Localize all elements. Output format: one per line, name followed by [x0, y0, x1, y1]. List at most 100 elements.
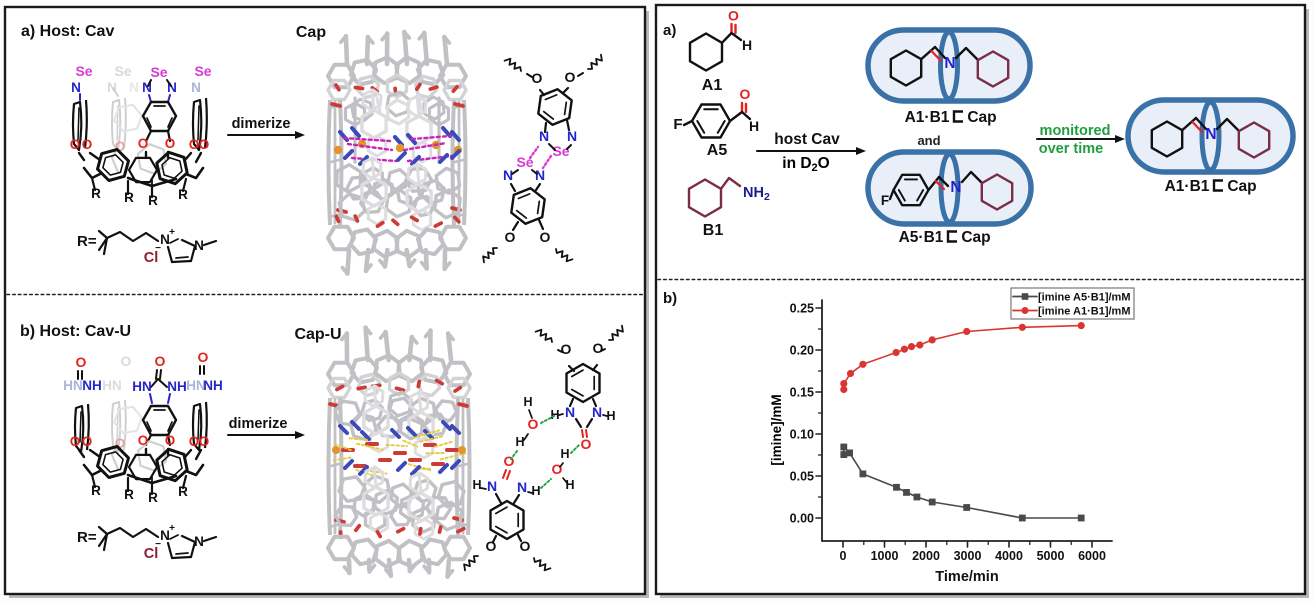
svg-text:NH2: NH2	[743, 185, 770, 203]
svg-text:N: N	[950, 179, 961, 196]
svg-text:H: H	[550, 408, 559, 422]
svg-text:A1·B1: A1·B1	[905, 109, 950, 126]
svg-text:O: O	[155, 353, 166, 369]
svg-text:Cl: Cl	[144, 546, 159, 562]
svg-text:Se: Se	[516, 154, 533, 170]
svg-text:Se: Se	[552, 143, 569, 159]
svg-text:a) Host: Cav: a) Host: Cav	[21, 23, 114, 40]
svg-text:0.00: 0.00	[790, 512, 814, 526]
svg-text:host Cav: host Cav	[774, 131, 840, 148]
svg-text:H: H	[515, 435, 524, 449]
svg-text:Cap-U: Cap-U	[294, 326, 341, 343]
svg-text:N: N	[535, 167, 545, 183]
svg-text:O: O	[121, 353, 132, 369]
svg-text:0: 0	[840, 549, 847, 563]
svg-text:O: O	[528, 416, 539, 432]
svg-text:0.10: 0.10	[790, 428, 814, 442]
svg-text:O: O	[138, 433, 149, 448]
svg-text:O: O	[189, 434, 200, 449]
svg-text:O: O	[70, 434, 81, 449]
svg-text:O: O	[520, 538, 531, 554]
svg-text:N: N	[487, 478, 497, 494]
svg-text:0.20: 0.20	[790, 344, 814, 358]
svg-text:O: O	[504, 453, 515, 469]
svg-text:N: N	[539, 128, 549, 144]
svg-text:Se: Se	[150, 64, 167, 80]
svg-text:H: H	[606, 409, 615, 423]
svg-text:O: O	[486, 538, 497, 554]
svg-text:O: O	[561, 341, 572, 357]
svg-text:N: N	[160, 232, 170, 247]
svg-text:O: O	[82, 434, 93, 449]
svg-text:Se: Se	[194, 63, 211, 79]
svg-text:Cap: Cap	[296, 24, 326, 41]
svg-text:Cap: Cap	[961, 229, 990, 246]
svg-text:4000: 4000	[995, 549, 1023, 563]
svg-text:O: O	[165, 433, 176, 448]
svg-text:Cap: Cap	[967, 109, 996, 126]
svg-text:H: H	[749, 118, 759, 134]
svg-text:N: N	[944, 55, 955, 72]
svg-text:in D2O: in D2O	[782, 155, 829, 174]
svg-text:O: O	[115, 436, 126, 451]
svg-text:and: and	[917, 133, 940, 148]
svg-text:O: O	[728, 8, 739, 24]
svg-text:N: N	[71, 80, 81, 95]
svg-text:NH: NH	[167, 379, 187, 394]
svg-text:O: O	[593, 340, 604, 356]
svg-text:N: N	[1205, 126, 1216, 143]
svg-text:NH: NH	[203, 378, 223, 393]
svg-text:Se: Se	[114, 63, 131, 79]
svg-text:O: O	[198, 349, 209, 365]
svg-text:Time/min: Time/min	[935, 569, 998, 585]
svg-text:O: O	[552, 461, 563, 477]
svg-text:N: N	[567, 128, 577, 144]
svg-text:5000: 5000	[1037, 549, 1065, 563]
svg-text:O: O	[581, 436, 592, 452]
svg-text:O: O	[138, 136, 149, 151]
svg-text:0.25: 0.25	[790, 302, 814, 316]
svg-text:N: N	[142, 80, 152, 95]
svg-text:dimerize: dimerize	[229, 416, 288, 432]
svg-text:H: H	[560, 447, 569, 461]
svg-text:N: N	[194, 238, 204, 253]
svg-text:O: O	[76, 354, 87, 370]
svg-text:A5·B1: A5·B1	[899, 229, 944, 246]
svg-text:A1·B1: A1·B1	[1165, 178, 1210, 195]
svg-text:HN: HN	[102, 378, 122, 393]
svg-text:b) Host: Cav-U: b) Host: Cav-U	[20, 323, 131, 340]
svg-text:a): a)	[663, 22, 676, 39]
svg-text:R=: R=	[77, 233, 97, 250]
svg-text:A1: A1	[702, 77, 723, 94]
svg-text:O: O	[70, 137, 81, 152]
svg-text:H: H	[742, 37, 752, 53]
svg-text:R: R	[178, 187, 188, 202]
svg-text:O: O	[540, 229, 551, 245]
svg-text:N: N	[517, 479, 527, 495]
svg-text:−: −	[155, 539, 161, 550]
svg-text:O: O	[505, 229, 516, 245]
svg-text:O: O	[199, 434, 210, 449]
svg-text:2000: 2000	[912, 549, 940, 563]
svg-text:O: O	[532, 70, 543, 86]
svg-text:[imine A5·B1]/mM: [imine A5·B1]/mM	[1038, 292, 1131, 304]
svg-text:1000: 1000	[871, 549, 899, 563]
svg-text:N: N	[592, 404, 602, 420]
svg-text:monitored: monitored	[1040, 123, 1111, 139]
svg-text:N: N	[160, 528, 170, 543]
svg-text:O: O	[189, 137, 200, 152]
svg-text:−: −	[155, 243, 161, 254]
svg-text:over time: over time	[1039, 141, 1103, 157]
svg-text:H: H	[565, 478, 574, 492]
svg-text:N: N	[503, 167, 513, 183]
svg-text:O: O	[199, 137, 210, 152]
svg-text:b): b)	[663, 290, 677, 307]
svg-text:R: R	[124, 487, 134, 502]
svg-text:H: H	[531, 484, 540, 498]
svg-text:O: O	[82, 137, 93, 152]
svg-text:N: N	[129, 80, 139, 95]
svg-text:NH: NH	[82, 378, 102, 393]
svg-text:O: O	[165, 136, 176, 151]
svg-text:R: R	[148, 193, 158, 208]
svg-text:N: N	[107, 80, 117, 95]
